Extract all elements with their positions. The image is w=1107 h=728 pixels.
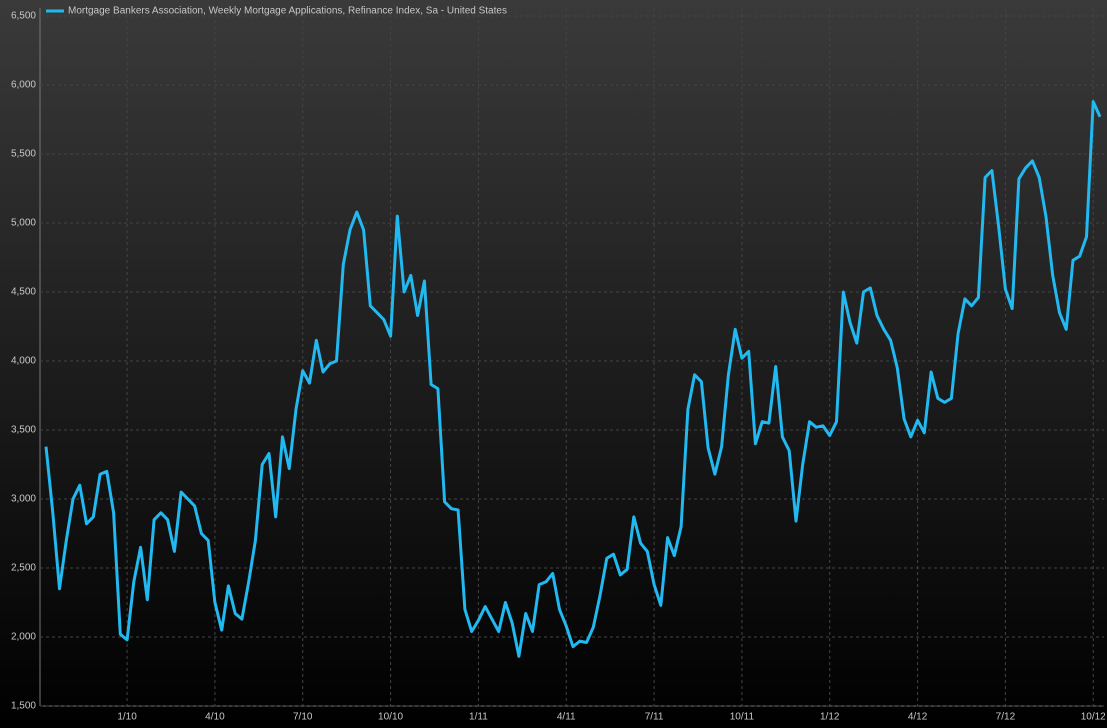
legend: Mortgage Bankers Association, Weekly Mor… [46,6,507,17]
x-tick-label: 4/12 [908,712,928,723]
y-tick-label: 5,500 [11,149,36,160]
x-tick-label: 1/11 [469,712,488,723]
x-tick-label: 10/10 [378,712,403,723]
legend-label: Mortgage Bankers Association, Weekly Mor… [68,6,507,17]
x-tick-label: 10/11 [730,712,755,723]
x-tick-label: 1/12 [820,712,840,723]
x-tick-label: 7/10 [293,712,313,723]
y-tick-label: 2,000 [11,632,36,643]
y-tick-label: 3,000 [11,494,36,505]
x-tick-label: 4/11 [557,712,576,723]
grid [40,8,1104,707]
y-tick-label: 2,500 [11,563,36,574]
data-line [44,100,1102,658]
y-tick-label: 1,500 [11,701,36,712]
x-tick-label: 7/11 [645,712,664,723]
y-tick-label: 6,500 [11,11,36,22]
plot [44,100,1102,658]
y-tick-label: 4,500 [11,287,36,298]
y-tick-label: 5,000 [11,218,36,229]
x-tick-label: 4/10 [205,712,225,723]
x-tick-label: 7/12 [996,712,1016,723]
x-tick-label: 10/12 [1081,712,1106,723]
y-tick-label: 4,000 [11,356,36,367]
y-tick-label: 3,500 [11,425,36,436]
y-tick-label: 6,000 [11,80,36,91]
x-tick-label: 1/10 [117,712,137,723]
